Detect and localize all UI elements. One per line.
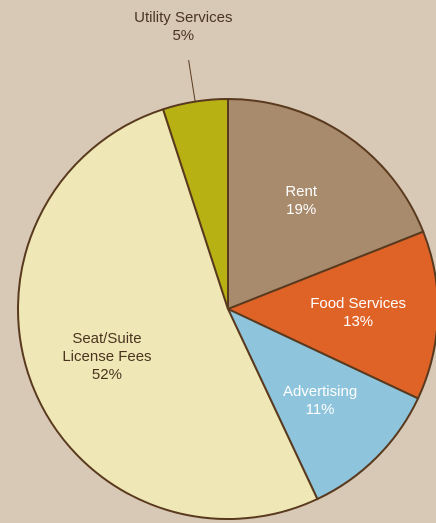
pie-slice [17,108,319,520]
leader-line [188,60,196,102]
category-label: Seat/Suite License Fees [62,329,152,365]
category-label: Rent [285,183,318,201]
value-label: 5% [172,26,195,44]
category-label: Advertising [282,383,358,401]
pie-slice [227,97,425,311]
pie-slice [225,306,420,501]
pie-slice [225,230,436,400]
value-label: 52% [91,365,122,383]
slice-label: Advertising 11% [265,383,375,419]
slice-label: Utility Services 5% [128,9,238,45]
category-label: Utility Services [134,8,233,26]
value-label: 11% [305,401,335,419]
slice-label: Rent 19% [246,183,356,219]
value-label: 19% [286,201,317,219]
slice-label: Food Services 13% [303,295,413,331]
category-label: Food Services [310,295,407,313]
slice-label: Seat/Suite License Fees 52% [52,330,162,384]
value-label: 13% [343,313,374,331]
